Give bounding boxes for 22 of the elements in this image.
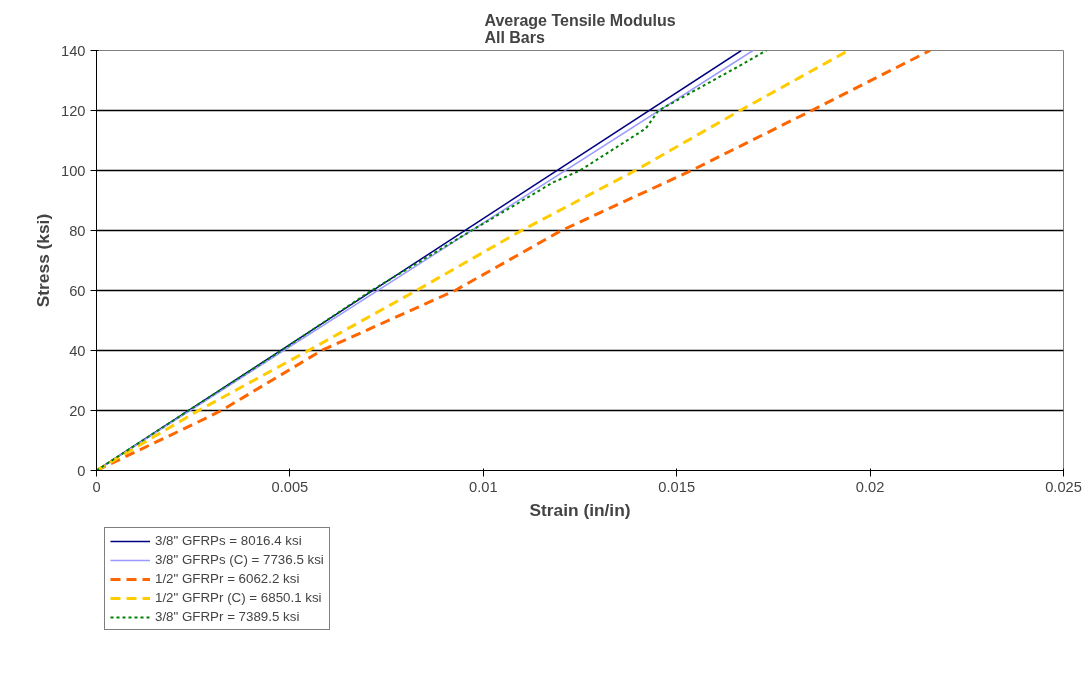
y-axis-title: Stress (ksi)	[33, 213, 54, 308]
y-tick-label: 60	[69, 282, 86, 299]
legend-label: 3/8" GFRPs (C) = 7736.5 ksi	[155, 552, 324, 567]
y-tick-label: 40	[69, 342, 86, 359]
x-tick-label: 0	[92, 478, 101, 495]
x-axis-title: Strain (in/in)	[529, 499, 631, 520]
x-tick-label: 0.005	[271, 478, 309, 495]
y-tick-label: 140	[61, 42, 86, 59]
chart-title: Average Tensile Modulus All Bars	[484, 11, 676, 46]
legend-label: 1/2" GFRPr (C) = 6850.1 ksi	[155, 590, 322, 605]
x-tick-label: 0.01	[469, 478, 498, 495]
x-tick-label: 0.02	[855, 478, 885, 495]
legend-label: 1/2" GFRPr = 6062.2 ksi	[155, 571, 300, 586]
y-tick-label: 20	[69, 402, 86, 419]
legend-label: 3/8" GFRPs = 8016.4 ksi	[155, 533, 302, 548]
x-tick-label: 0.025	[1045, 478, 1082, 495]
y-tick-label: 100	[61, 162, 86, 179]
y-tick-label: 0	[77, 462, 86, 479]
y-tick-label: 120	[61, 102, 86, 119]
legend-label: 3/8" GFRPr = 7389.5 ksi	[155, 609, 300, 624]
y-tick-label: 80	[69, 222, 86, 239]
x-tick-label: 0.015	[658, 478, 696, 495]
